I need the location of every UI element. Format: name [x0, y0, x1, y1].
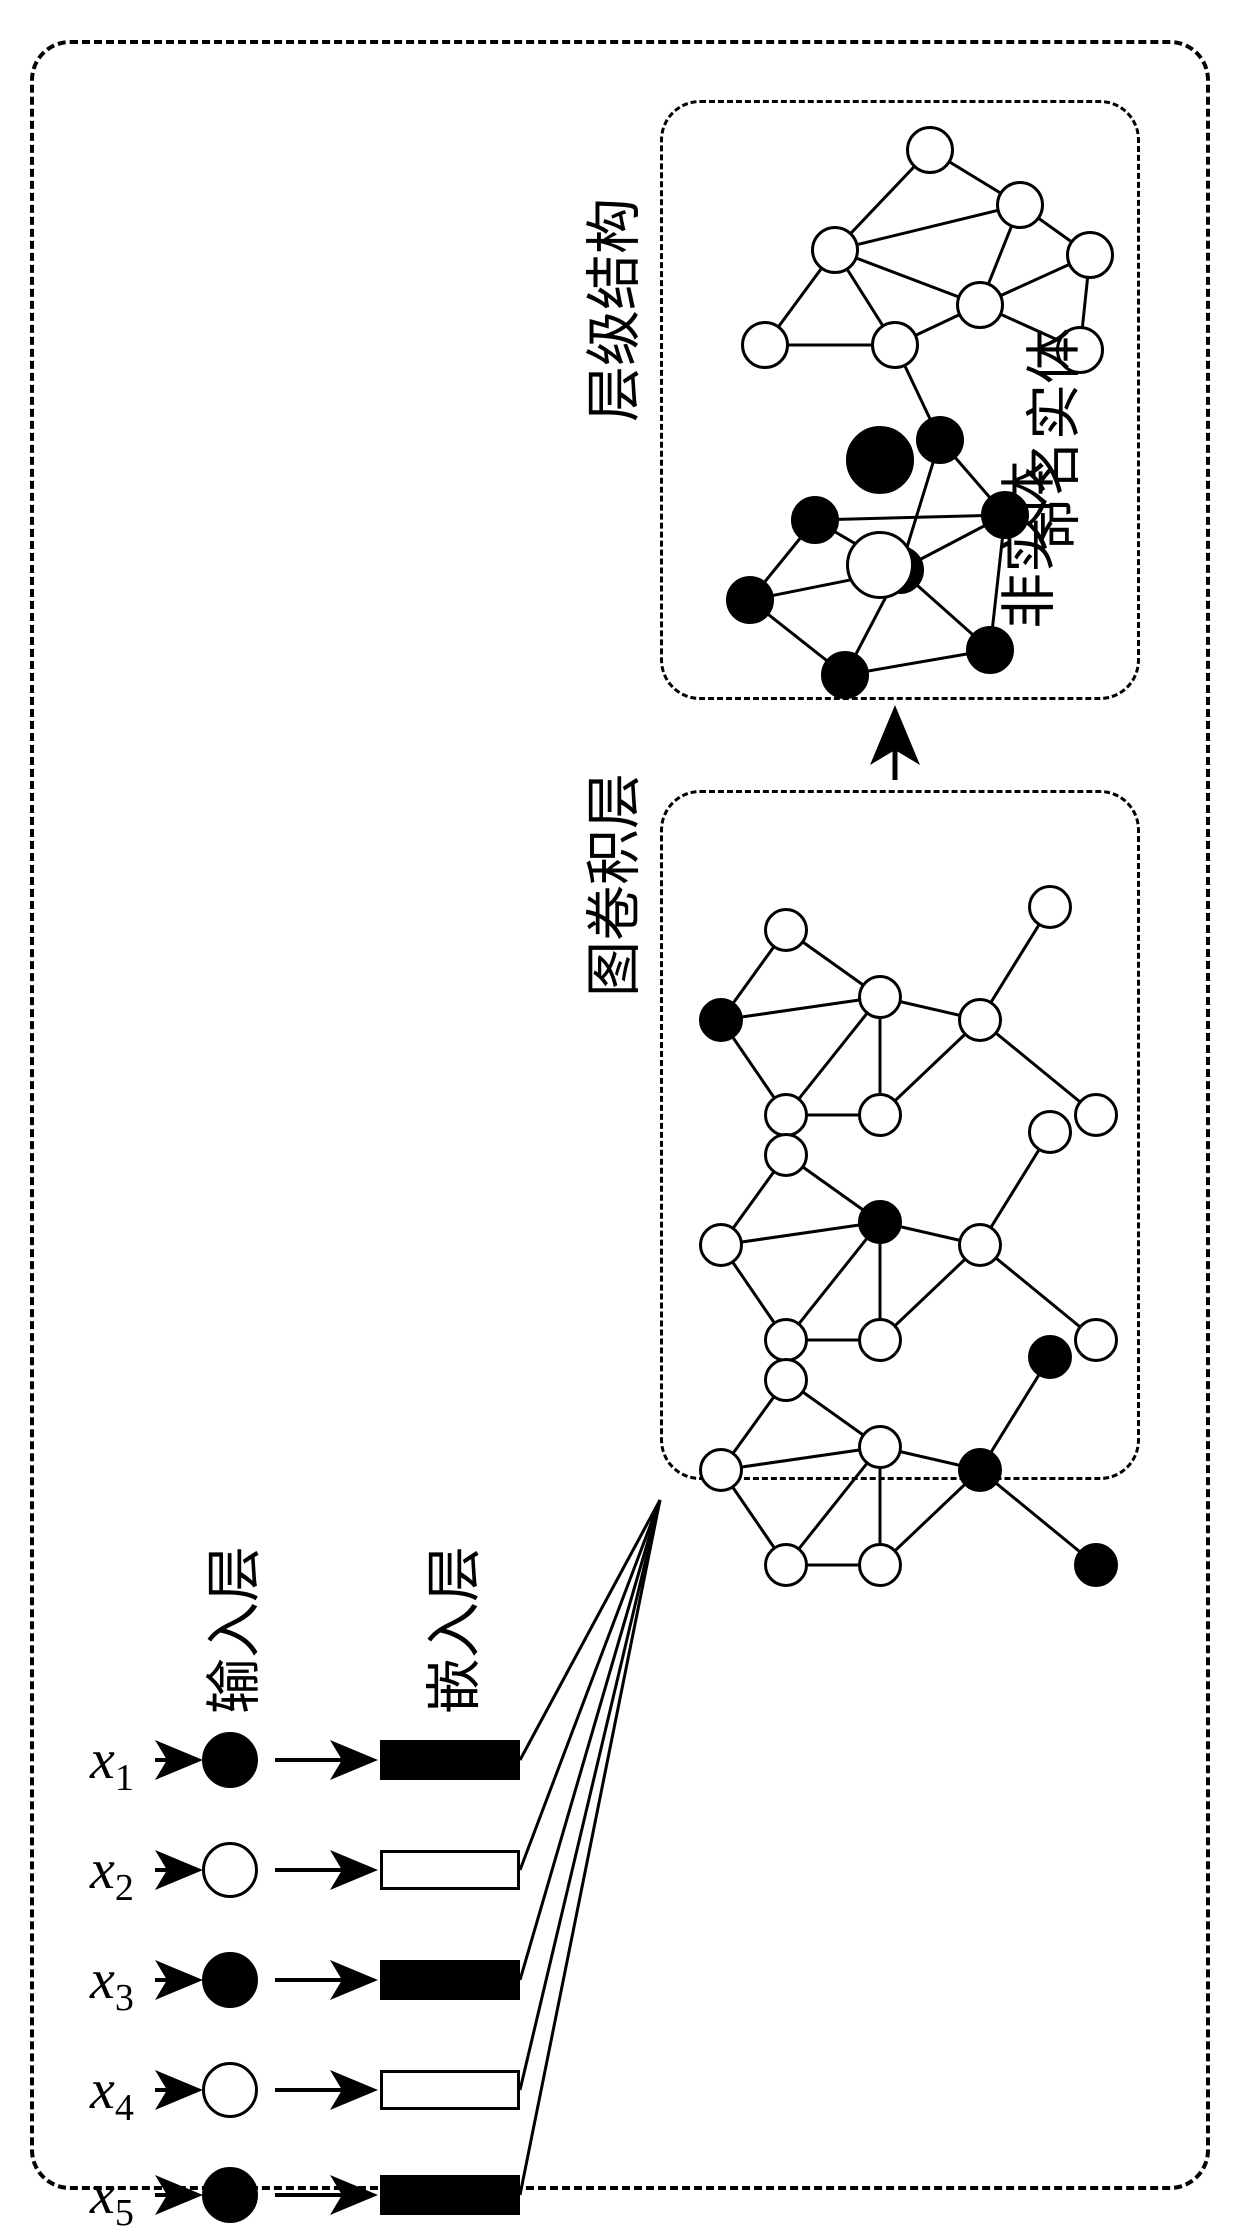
legend-empty-circle — [846, 531, 914, 599]
diagram-canvas: 输入层 嵌入层 图卷积层 层级结构 x1x2x3x4x5 命名实体 非实体 — [0, 0, 1240, 2236]
hierarchical-label: 层级结构 — [570, 198, 651, 422]
input-node — [202, 2062, 258, 2118]
input-variable-label: x4 — [90, 2058, 134, 2130]
graph-node — [1028, 1110, 1072, 1154]
graph-node — [699, 1223, 743, 1267]
graph-node — [906, 126, 954, 174]
input-node — [202, 1842, 258, 1898]
graph-node — [764, 1543, 808, 1587]
input-node — [202, 1952, 258, 2008]
graph-node — [764, 1133, 808, 1177]
embedding-rect — [380, 2070, 520, 2110]
embedding-layer-label: 嵌入层 — [410, 1546, 491, 1714]
graph-node — [858, 1093, 902, 1137]
embedding-rect — [380, 2175, 520, 2215]
graph-node — [958, 1223, 1002, 1267]
input-variable-label: x2 — [90, 1838, 134, 1910]
input-node — [202, 2167, 258, 2223]
graph-node — [741, 321, 789, 369]
input-variable-label: x3 — [90, 1948, 134, 2020]
input-variable-label: x1 — [90, 1728, 134, 1800]
embedding-rect — [380, 1740, 520, 1780]
graph-node — [764, 1358, 808, 1402]
graph-node — [966, 626, 1014, 674]
graph-node — [699, 998, 743, 1042]
graph-node — [811, 226, 859, 274]
graph-node — [764, 1318, 808, 1362]
graph-node — [821, 651, 869, 699]
graph-node — [871, 321, 919, 369]
embedding-rect — [380, 1850, 520, 1890]
input-variable-label: x5 — [90, 2163, 134, 2235]
graph-node — [1074, 1318, 1118, 1362]
graph-node — [764, 1093, 808, 1137]
graph-node — [791, 496, 839, 544]
graph-node — [858, 975, 902, 1019]
graph-node — [1074, 1093, 1118, 1137]
graph-node — [958, 1448, 1002, 1492]
graph-node — [1028, 885, 1072, 929]
gcn-layer-label: 图卷积层 — [570, 773, 651, 997]
legend-filled-circle — [846, 426, 914, 494]
graph-node — [996, 181, 1044, 229]
graph-node — [858, 1425, 902, 1469]
input-node — [202, 1732, 258, 1788]
graph-node — [726, 576, 774, 624]
graph-node — [699, 1448, 743, 1492]
graph-node — [858, 1543, 902, 1587]
graph-node — [858, 1318, 902, 1362]
graph-node — [1074, 1543, 1118, 1587]
graph-node — [916, 416, 964, 464]
graph-node — [858, 1200, 902, 1244]
graph-node — [764, 908, 808, 952]
input-layer-label: 输入层 — [190, 1546, 271, 1714]
graph-node — [1028, 1335, 1072, 1379]
graph-node — [958, 998, 1002, 1042]
graph-node — [1066, 231, 1114, 279]
legend-non-entity-label: 非实体 — [985, 461, 1066, 629]
graph-node — [956, 281, 1004, 329]
embedding-rect — [380, 1960, 520, 2000]
